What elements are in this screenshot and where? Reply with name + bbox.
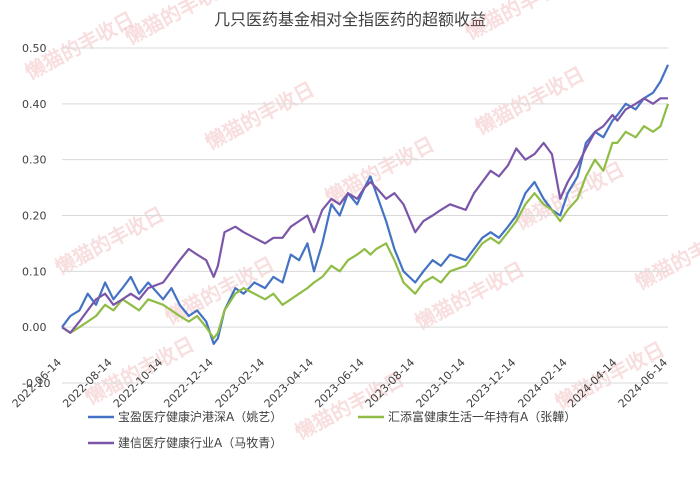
legend-label: 宝盈医疗健康沪港深A（姚艺） <box>118 409 282 424</box>
watermark-text: 懒猫的丰收日 <box>161 252 278 330</box>
grid-layer <box>62 47 668 384</box>
y-tick-label: 0.20 <box>22 210 47 223</box>
chart-title: 几只医药基金相对全指医药的超额收益 <box>213 10 486 29</box>
legend-label: 汇添富健康生活一年持有A（张韡） <box>388 409 576 424</box>
y-axis: -0.10 0.00 0.10 0.20 0.30 0.40 0.50 <box>22 42 50 390</box>
y-tick-label: -0.10 <box>22 377 50 390</box>
watermark-text: 懒猫的丰收日 <box>631 217 700 295</box>
series-line-3 <box>61 97 668 334</box>
watermark-text: 懒猫的丰收日 <box>321 132 438 210</box>
legend: 宝盈医疗健康沪港深A（姚艺） 汇添富健康生活一年持有A（张韡） 建信医疗健康行业A（… <box>88 409 576 450</box>
y-tick-label: 0.50 <box>22 42 47 55</box>
watermark-text: 懒猫的丰收日 <box>411 257 528 335</box>
watermark-text: 懒猫的丰收日 <box>461 0 578 44</box>
series-line-2 <box>61 103 670 340</box>
y-tick-label: 0.40 <box>22 98 47 111</box>
watermark-text: 懒猫的丰收日 <box>51 202 168 280</box>
watermark-text: 懒猫的丰收日 <box>511 157 628 235</box>
y-tick-label: 0.10 <box>22 265 47 278</box>
watermark-text: 懒猫的丰收日 <box>201 77 318 155</box>
legend-label: 建信医疗健康行业A（马牧青） <box>118 435 282 450</box>
series-layer <box>61 64 670 345</box>
y-tick-label: 0.30 <box>22 154 47 167</box>
y-tick-label: 0.00 <box>22 321 47 334</box>
watermark-text: 懒猫的丰收日 <box>471 62 588 140</box>
x-tick-label: 2022-06-14 <box>10 356 64 410</box>
watermark-text: 懒猫的丰收日 <box>121 0 238 49</box>
